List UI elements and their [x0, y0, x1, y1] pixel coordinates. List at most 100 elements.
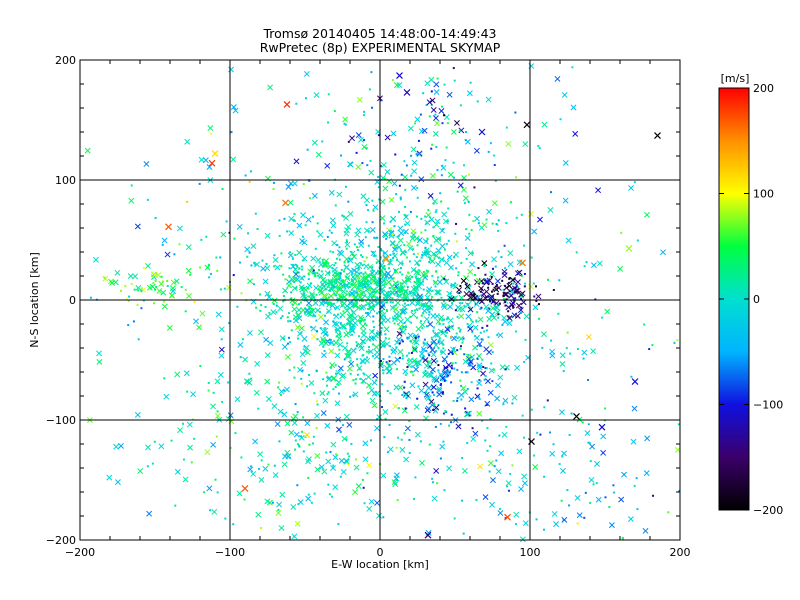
data-point-dot: [153, 302, 156, 305]
data-point-dot: [371, 266, 374, 269]
data-point-dot: [633, 181, 636, 184]
data-point-dot: [292, 218, 295, 221]
data-point-dot: [523, 272, 526, 275]
data-point-dot: [533, 295, 536, 298]
data-point-dot: [420, 320, 423, 323]
data-point-dot: [212, 391, 215, 394]
data-point-dot: [291, 257, 294, 260]
data-point-cross: [465, 313, 472, 320]
data-point-dot: [273, 265, 276, 268]
data-point-dot: [476, 357, 479, 360]
data-point-cross: [379, 198, 386, 205]
data-point-dot: [395, 193, 398, 196]
data-point-dot: [386, 362, 389, 365]
data-point-dot: [465, 247, 468, 250]
data-point-cross: [109, 280, 116, 286]
data-point-dot: [432, 326, 435, 329]
data-point-cross: [298, 325, 305, 332]
data-point-cross: [382, 293, 389, 300]
data-point-cross: [265, 313, 271, 320]
data-point-cross: [372, 372, 379, 379]
data-point-cross: [426, 343, 433, 349]
data-point-cross: [244, 246, 251, 253]
data-point-dot: [576, 522, 579, 525]
data-point-cross: [359, 323, 366, 330]
data-point-cross: [206, 164, 213, 170]
data-point-dot: [458, 330, 461, 333]
data-point-cross: [376, 280, 383, 287]
data-point-dot: [296, 265, 299, 268]
data-point-cross: [227, 412, 234, 419]
data-point-dot: [497, 229, 500, 232]
data-point-dot: [316, 403, 319, 406]
data-point-dot: [475, 319, 478, 322]
data-point-dot: [465, 130, 468, 133]
data-point-dot: [406, 354, 409, 357]
data-point-cross: [290, 504, 297, 510]
data-point-dot: [568, 504, 571, 507]
data-point-dot: [351, 272, 354, 275]
data-point-dot: [505, 222, 508, 225]
data-point-dot: [437, 369, 440, 372]
data-point-dot: [491, 282, 494, 285]
data-point-dot: [464, 407, 467, 410]
data-point-cross: [390, 348, 397, 355]
data-point-dot: [293, 212, 296, 215]
data-point-dot: [562, 370, 565, 373]
data-point-dot: [346, 308, 349, 311]
data-point-dot: [446, 355, 449, 358]
data-point-dot: [323, 239, 326, 242]
data-point-dot: [350, 442, 353, 445]
data-point-cross: [484, 378, 491, 385]
data-point-cross: [300, 212, 307, 219]
data-point-cross: [411, 345, 418, 352]
data-point-dot: [363, 285, 366, 288]
data-point-dot: [356, 373, 359, 376]
data-point-dot: [264, 305, 267, 308]
data-point-dot: [475, 320, 478, 323]
data-point-dot: [464, 202, 467, 205]
data-point-dot: [447, 317, 450, 320]
data-point-dot: [365, 350, 368, 353]
data-point-dot: [514, 111, 517, 114]
data-point-dot: [415, 256, 418, 259]
data-point-dot: [571, 66, 574, 69]
data-point-dot: [466, 387, 469, 390]
data-point-dot: [484, 367, 487, 370]
data-point-dot: [199, 266, 202, 269]
data-point-cross: [440, 330, 447, 336]
data-point-cross: [466, 90, 473, 97]
data-point-dot: [359, 377, 362, 380]
data-point-dot: [477, 267, 480, 270]
data-point-cross: [253, 389, 260, 396]
data-point-dot: [287, 320, 290, 323]
data-point-cross: [196, 324, 202, 331]
data-point-cross: [202, 157, 209, 164]
data-point-dot: [435, 209, 438, 212]
data-point-cross: [472, 324, 479, 331]
data-point-dot: [407, 272, 410, 275]
data-point-cross: [464, 283, 471, 290]
data-point-dot: [493, 163, 496, 166]
data-point-cross: [589, 443, 596, 450]
data-point-cross: [487, 389, 494, 396]
data-point-dot: [381, 383, 384, 386]
data-point-cross: [230, 156, 237, 163]
data-point-dot: [348, 293, 351, 296]
data-point-dot: [331, 284, 334, 287]
data-point-dot: [299, 281, 302, 284]
data-point-dot: [407, 304, 410, 307]
data-point-dot: [468, 306, 471, 309]
data-point-dot: [503, 244, 506, 247]
data-point-dot: [383, 177, 386, 180]
data-point-dot: [325, 371, 328, 374]
data-point-dot: [575, 251, 578, 254]
data-point-dot: [505, 126, 508, 129]
data-point-dot: [332, 320, 335, 323]
data-point-dot: [424, 251, 427, 254]
data-point-dot: [406, 286, 409, 289]
data-point-dot: [467, 353, 470, 356]
data-point-dot: [340, 296, 343, 299]
data-point-dot: [216, 410, 219, 413]
data-point-dot: [349, 359, 352, 362]
